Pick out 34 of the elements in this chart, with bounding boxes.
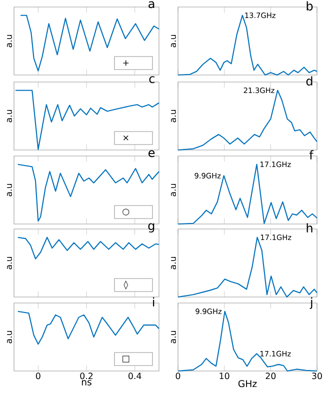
x-tick-label: 0 bbox=[36, 372, 40, 380]
chart-title: j bbox=[310, 297, 312, 309]
y-axis-title: a.u bbox=[170, 331, 176, 344]
y-axis-title: a.u bbox=[6, 35, 12, 48]
y-axis-title: a.u bbox=[170, 184, 176, 196]
annotation: × bbox=[123, 135, 128, 140]
chart-title: f bbox=[309, 150, 314, 160]
x-tick-label: 0.4 bbox=[128, 372, 142, 380]
chart-title: h bbox=[306, 223, 312, 232]
x-tick-label: 30 bbox=[312, 372, 322, 380]
chart-title: a bbox=[148, 1, 154, 8]
y-axis-title: a.u bbox=[170, 35, 176, 48]
chart-title: c bbox=[149, 76, 154, 84]
y-axis-title: a.u bbox=[6, 257, 12, 270]
annotation: ○ bbox=[122, 208, 130, 216]
annotation: □ bbox=[122, 356, 130, 362]
annotation: ◊ bbox=[124, 280, 128, 290]
annotation: + bbox=[123, 60, 129, 66]
y-axis-title: a.u bbox=[6, 331, 12, 344]
x-tick-label: 20 bbox=[266, 372, 276, 380]
x-axis-title: ns bbox=[82, 380, 92, 386]
x-tick-label: 0 bbox=[176, 372, 180, 380]
y-axis-title: a.u bbox=[170, 110, 176, 122]
chart-title: g bbox=[148, 223, 154, 232]
y-axis-title: a.u bbox=[6, 184, 12, 196]
x-tick-label: 10 bbox=[220, 372, 230, 380]
x-axis-title: GHz bbox=[238, 380, 257, 388]
chart-title: i bbox=[153, 297, 154, 306]
y-axis-title: a.u bbox=[6, 110, 12, 122]
chart-title: d bbox=[306, 76, 312, 86]
x-tick-label: 0.2 bbox=[80, 372, 93, 380]
chart-title: b bbox=[306, 1, 313, 11]
chart-title: e bbox=[148, 150, 155, 158]
y-axis-title: a.u bbox=[170, 257, 176, 270]
